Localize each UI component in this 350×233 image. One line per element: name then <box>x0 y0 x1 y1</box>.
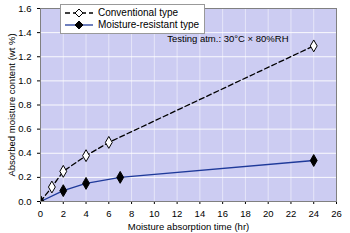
svg-text:0: 0 <box>38 208 43 219</box>
svg-text:Absorbed moisture content (wt: Absorbed moisture content (wt %) <box>6 33 17 176</box>
svg-text:14: 14 <box>195 208 206 219</box>
svg-text:2: 2 <box>61 208 66 219</box>
svg-text:1.4: 1.4 <box>18 27 31 38</box>
svg-text:8: 8 <box>129 208 134 219</box>
svg-text:26: 26 <box>331 208 342 219</box>
svg-text:0.4: 0.4 <box>18 147 31 158</box>
svg-text:16: 16 <box>217 208 228 219</box>
svg-text:24: 24 <box>308 208 319 219</box>
svg-text:0.0: 0.0 <box>18 196 31 207</box>
svg-text:18: 18 <box>240 208 251 219</box>
html-text:Moisture-resistant type: Moisture-resistant type <box>98 19 200 30</box>
svg-text:1.2: 1.2 <box>18 51 31 62</box>
svg-text:12: 12 <box>172 208 183 219</box>
svg-text:4: 4 <box>83 208 88 219</box>
svg-text:0.2: 0.2 <box>18 171 31 182</box>
svg-text:20: 20 <box>263 208 274 219</box>
html-text:Conventional type: Conventional type <box>98 7 179 18</box>
svg-text:1.6: 1.6 <box>18 3 31 14</box>
svg-text:1.0: 1.0 <box>18 75 31 86</box>
svg-text:22: 22 <box>286 208 297 219</box>
svg-text:10: 10 <box>149 208 160 219</box>
svg-text:6: 6 <box>106 208 111 219</box>
svg-text:Moisture absorption time (hr): Moisture absorption time (hr) <box>128 221 249 232</box>
svg-text:0.6: 0.6 <box>18 123 31 134</box>
svg-text:Testing atm.: 30°C × 80%RH: Testing atm.: 30°C × 80%RH <box>167 33 288 44</box>
svg-text:0.8: 0.8 <box>18 99 31 110</box>
